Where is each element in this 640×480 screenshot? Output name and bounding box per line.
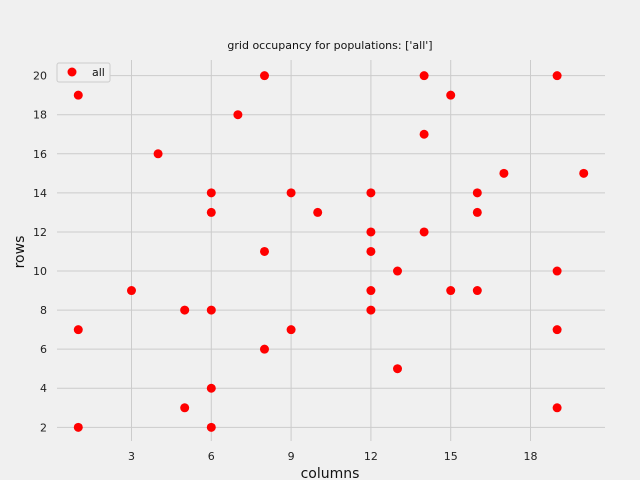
- x-tick-labels: 3 6 9 12 15 18: [128, 450, 538, 463]
- data-point: [552, 266, 562, 276]
- x-tick-label: 9: [288, 450, 295, 463]
- data-point: [206, 383, 216, 393]
- data-point: [499, 168, 509, 178]
- x-tick-label: 12: [364, 450, 378, 463]
- legend-marker: [67, 67, 77, 77]
- data-point: [446, 286, 456, 296]
- y-tick-label: 16: [33, 148, 47, 161]
- data-point: [286, 188, 296, 198]
- data-point: [286, 325, 296, 335]
- y-tick-label: 10: [33, 265, 47, 278]
- data-point: [259, 71, 269, 81]
- data-point: [73, 90, 83, 100]
- data-point: [366, 305, 376, 315]
- data-point: [126, 286, 136, 296]
- chart-title: grid occupancy for populations: ['all']: [227, 39, 432, 52]
- data-point: [73, 325, 83, 335]
- data-point: [579, 168, 589, 178]
- legend-box: [56, 62, 111, 83]
- y-tick-label: 2: [40, 421, 47, 434]
- data-point: [419, 71, 429, 81]
- data-point: [419, 129, 429, 139]
- y-axis-label: rows: [12, 236, 28, 269]
- data-point: [552, 403, 562, 413]
- data-point: [180, 305, 190, 315]
- y-tick-label: 8: [40, 304, 47, 317]
- data-point: [313, 207, 323, 217]
- data-point: [206, 305, 216, 315]
- grid-lines: [57, 60, 605, 441]
- data-point: [419, 227, 429, 237]
- data-point: [366, 188, 376, 198]
- legend-label: all: [92, 66, 105, 79]
- data-point: [259, 246, 269, 256]
- x-tick-label: 3: [128, 450, 135, 463]
- y-tick-label: 4: [40, 382, 47, 395]
- y-tick-label: 20: [33, 70, 47, 83]
- data-point: [472, 286, 482, 296]
- data-point: [446, 90, 456, 100]
- data-point: [472, 188, 482, 198]
- data-point: [393, 364, 403, 374]
- y-tick-label: 12: [33, 226, 47, 239]
- x-axis-label: columns: [301, 466, 360, 480]
- x-tick-label: 15: [444, 450, 458, 463]
- x-tick-label: 6: [208, 450, 215, 463]
- data-point: [472, 207, 482, 217]
- y-tick-labels: 2 4 6 8 10 12 14 16 18 20: [33, 70, 47, 435]
- data-point: [366, 286, 376, 296]
- data-point: [153, 149, 163, 159]
- data-point: [233, 110, 243, 120]
- y-tick-label: 18: [33, 109, 47, 122]
- data-points: [73, 71, 589, 432]
- data-point: [366, 246, 376, 256]
- data-point: [393, 266, 403, 276]
- data-point: [206, 207, 216, 217]
- data-point: [206, 188, 216, 198]
- y-tick-label: 14: [33, 187, 47, 200]
- x-tick-label: 18: [524, 450, 538, 463]
- data-point: [180, 403, 190, 413]
- data-point: [366, 227, 376, 237]
- y-tick-label: 6: [40, 343, 47, 356]
- legend: all: [56, 62, 111, 83]
- data-point: [552, 71, 562, 81]
- data-point: [206, 422, 216, 432]
- data-point: [552, 325, 562, 335]
- data-point: [73, 422, 83, 432]
- data-point: [259, 344, 269, 354]
